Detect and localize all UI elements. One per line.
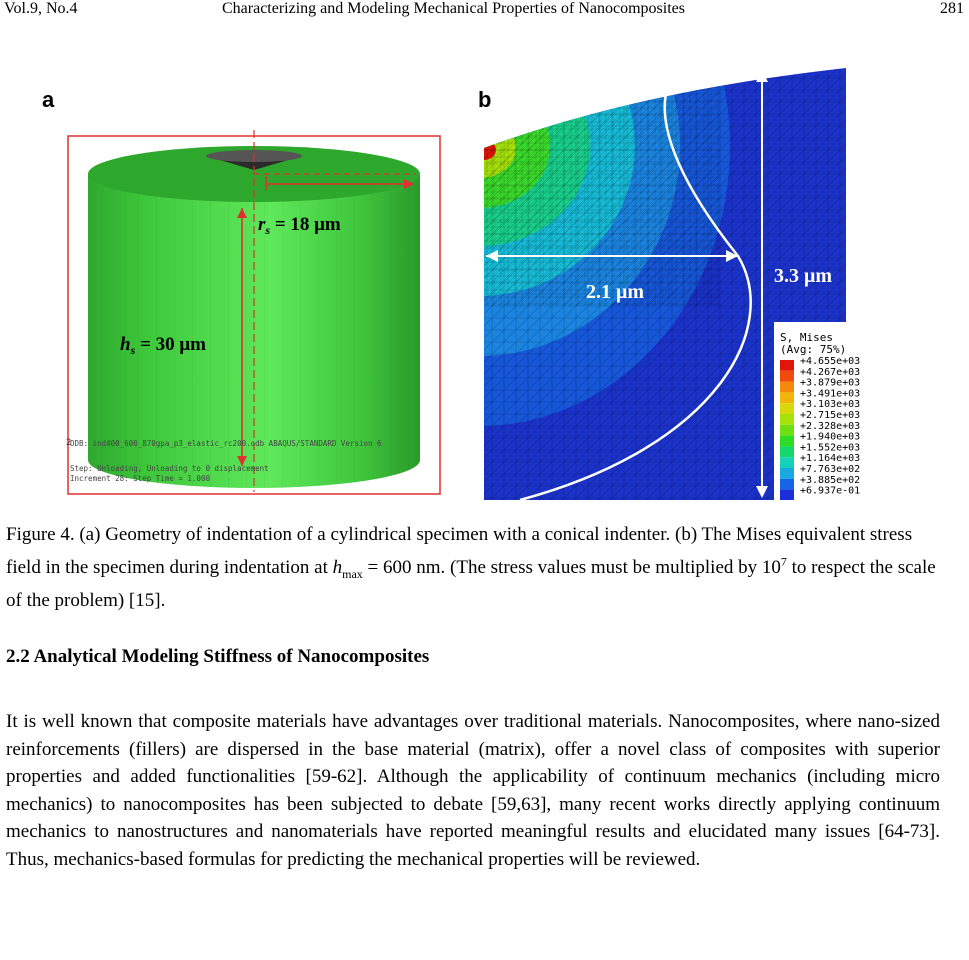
legend-swatch bbox=[780, 457, 794, 468]
legend-value: +3.879e+03 bbox=[800, 378, 860, 389]
legend-value: +2.328e+03 bbox=[800, 421, 860, 432]
width-label: 2.1 μm bbox=[586, 281, 644, 303]
legend-swatch bbox=[780, 414, 794, 425]
legend-value: +4.655e+03 bbox=[800, 356, 860, 367]
height-label: hs = 30 μm bbox=[120, 334, 206, 357]
panel-b-letter: b bbox=[478, 87, 492, 112]
body-paragraph: It is well known that composite material… bbox=[6, 711, 940, 870]
legend-value: +1.164e+03 bbox=[800, 453, 860, 464]
legend-swatch bbox=[780, 489, 794, 500]
legend-title: S, Mises bbox=[780, 331, 833, 344]
stress-legend: S, Mises (Avg: 75%) +4.655e+03+4.267e+03… bbox=[774, 322, 900, 500]
legend-value: +3.491e+03 bbox=[800, 388, 860, 399]
increment-info-text: Increment 28: Step Time = 1.000 bbox=[70, 474, 210, 483]
legend-swatch bbox=[780, 381, 794, 393]
odb-info-text: ODB: ind400_600_870gpa_p3_elastic_rc200.… bbox=[70, 439, 382, 448]
legend-swatch bbox=[780, 424, 794, 436]
running-title: Characterizing and Modeling Mechanical P… bbox=[222, 0, 685, 17]
running-header: Vol.9, No.4 Characterizing and Modeling … bbox=[0, 0, 969, 22]
radius-label: rs = 18 μm bbox=[258, 214, 341, 237]
legend-value: +3.103e+03 bbox=[800, 399, 860, 410]
legend-value: +3.885e+02 bbox=[800, 475, 860, 486]
legend-value: +1.940e+03 bbox=[800, 432, 860, 443]
legend-swatch bbox=[780, 403, 794, 414]
page-number: 281 bbox=[940, 0, 964, 17]
legend-swatch bbox=[780, 435, 794, 447]
journal-volume: Vol.9, No.4 bbox=[4, 0, 78, 17]
height-label: 3.3 μm bbox=[774, 265, 832, 287]
legend-swatch bbox=[780, 468, 794, 479]
legend-value: +1.552e+03 bbox=[800, 442, 860, 453]
legend-swatch bbox=[780, 392, 794, 404]
panel-a-letter: a bbox=[42, 87, 55, 112]
legend-subtitle: (Avg: 75%) bbox=[780, 343, 846, 356]
legend-value: +4.267e+03 bbox=[800, 367, 860, 378]
legend-swatch bbox=[780, 446, 794, 458]
legend-swatch bbox=[780, 360, 794, 371]
panel-a-cylinder-figure: rs = 18 μm hs = 30 μm 2 3 ODB: ind400_60… bbox=[66, 130, 441, 495]
legend-value: +2.715e+03 bbox=[800, 410, 860, 421]
axis-2-label: 2 bbox=[66, 438, 71, 448]
step-info-text: Step: Unloading, Unloading to 0 displace… bbox=[70, 464, 269, 473]
boundary-curve bbox=[519, 79, 752, 500]
legend-value: +7.763e+02 bbox=[800, 464, 860, 475]
figure-caption: Figure 4. (a) Geometry of indentation of… bbox=[6, 524, 936, 611]
panel-b-stress-field-figure: 2.1 μm 3.3 μm S, Mises (Avg: 75%) +4.655… bbox=[484, 68, 900, 500]
section-heading: 2.2 Analytical Modeling Stiffness of Nan… bbox=[6, 646, 430, 667]
legend-swatch bbox=[780, 370, 794, 382]
legend-swatch bbox=[780, 478, 794, 490]
legend-value: +6.937e-01 bbox=[800, 486, 860, 497]
